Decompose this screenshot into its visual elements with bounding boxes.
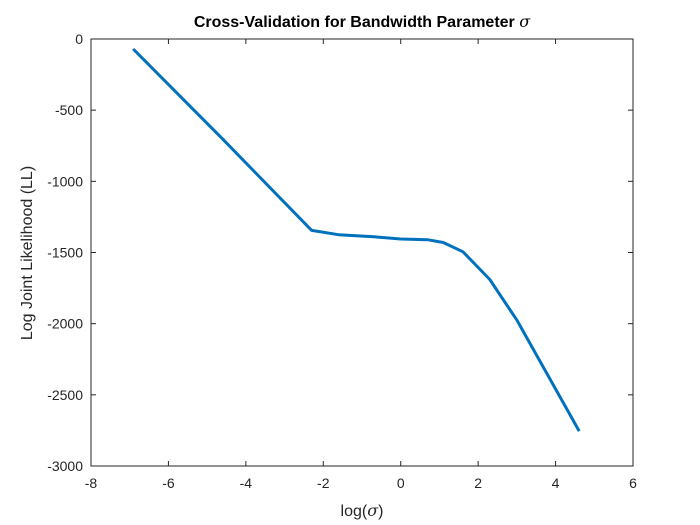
chart-title-text: Cross-Validation for Bandwidth Parameter	[194, 14, 519, 31]
x-axis-label-suffix: )	[378, 503, 383, 520]
y-tick-label: -2000	[47, 316, 83, 332]
x-tick-label: -8	[85, 475, 98, 491]
y-tick-label: -2500	[47, 387, 83, 403]
y-tick-label: -3000	[47, 458, 83, 474]
y-axis-label: Log Joint Likelihood (LL)	[19, 166, 36, 340]
x-tick-label: -6	[162, 475, 175, 491]
x-tick-label: 4	[552, 475, 560, 491]
axes: -8 -6 -4 -2 0 2 4 6 0 -500 -1000 -1500 -2000 -2500 -30…	[47, 31, 637, 491]
x-tick-label: 2	[474, 475, 482, 491]
x-tick-label: -2	[317, 475, 330, 491]
x-tick-label: -4	[240, 475, 253, 491]
x-axis-label-prefix: log(	[341, 503, 368, 520]
y-tick-label: -1500	[47, 245, 83, 261]
y-tick-label: 0	[75, 31, 83, 47]
series-layer	[132, 47, 581, 432]
x-axis-label: log(σ)	[341, 501, 384, 520]
x-tick-label: 6	[629, 475, 637, 491]
y-tick-label: -1000	[47, 173, 83, 189]
y-tick-label: -500	[55, 102, 83, 118]
x-axis-label-symbol: σ	[367, 501, 379, 520]
chart-title: Cross-Validation for Bandwidth Parameter…	[194, 12, 531, 31]
chart-title-symbol: σ	[519, 12, 531, 31]
x-tick-label: 0	[397, 475, 405, 491]
series-line	[132, 47, 581, 432]
